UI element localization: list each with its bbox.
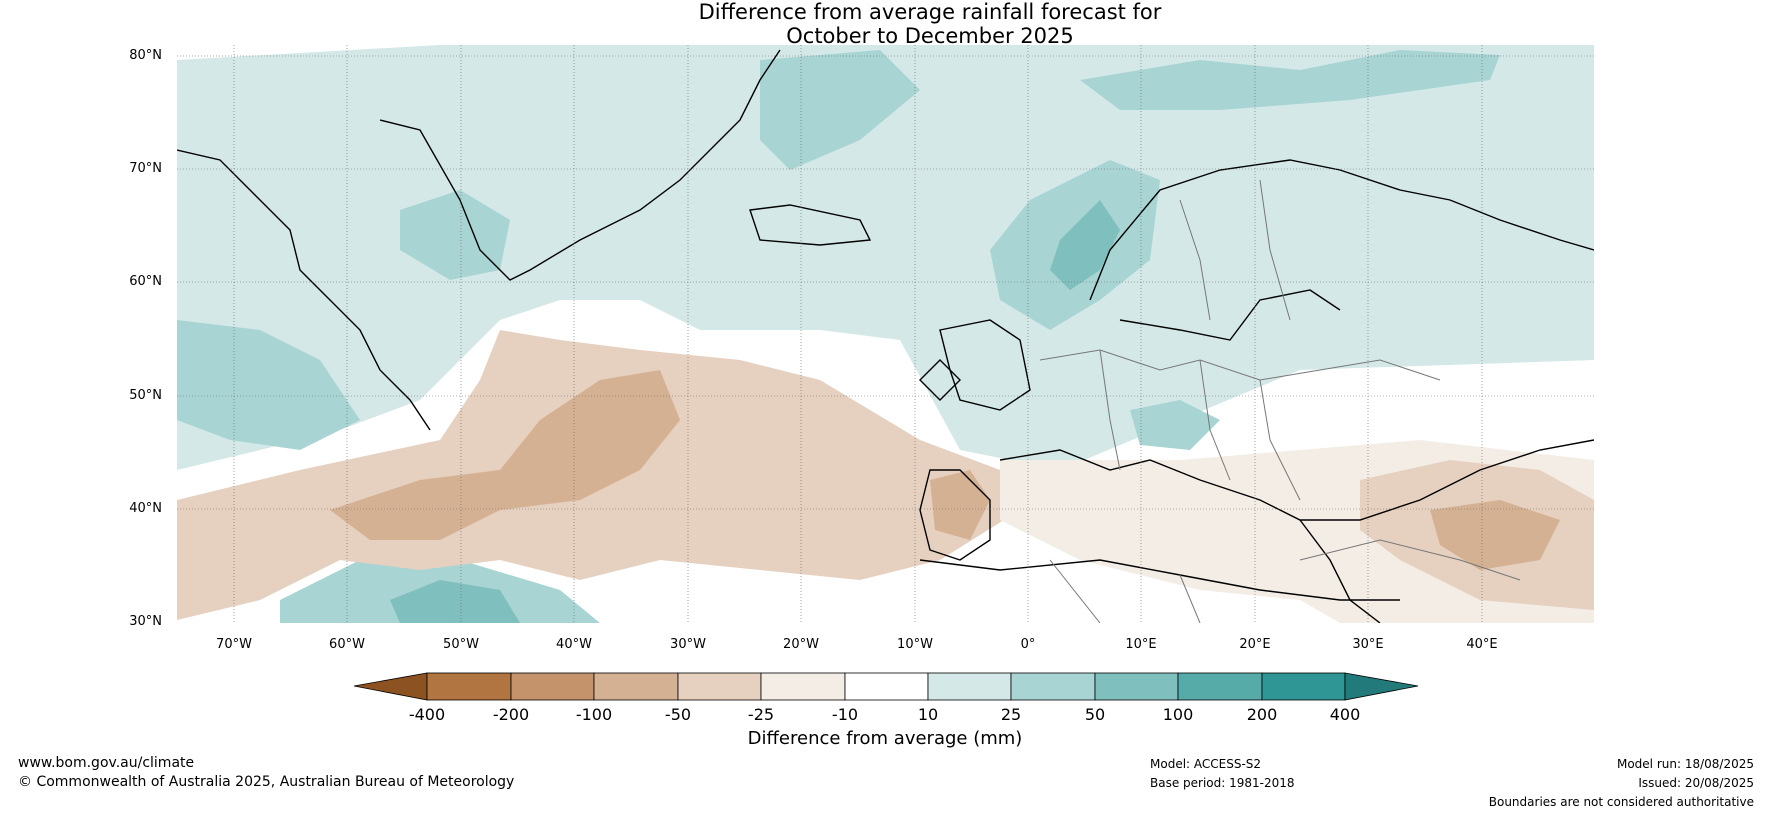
footer-model: Model: ACCESS-S2 xyxy=(1150,757,1262,771)
footer-base-period: Base period: 1981-2018 xyxy=(1150,776,1295,790)
graticule xyxy=(177,45,1594,623)
colorbar-tick-neg25: -25 xyxy=(747,705,775,724)
lon-label-10w: 10°W xyxy=(897,637,933,652)
colorbar-low-extend xyxy=(353,672,428,701)
dry-region-atlantic-core xyxy=(330,370,680,540)
lon-label-60w: 60°W xyxy=(329,637,365,652)
wet-region-subtropics-core xyxy=(390,580,520,623)
lon-label-40e: 40°E xyxy=(1466,637,1498,652)
colorbar-tick-25: 25 xyxy=(1000,705,1022,724)
wet-region-alps xyxy=(1130,400,1220,450)
coastlines xyxy=(177,49,1594,623)
colorbar-bin-6 xyxy=(844,672,929,701)
lon-label-20w: 20°W xyxy=(783,637,819,652)
lon-label-50w: 50°W xyxy=(443,637,479,652)
colorbar-bin-10 xyxy=(1177,672,1263,701)
colorbar-tick-100: 100 xyxy=(1162,705,1194,724)
footer-model-run: Model run: 18/08/2025 xyxy=(1616,757,1754,771)
colorbar-bin-1 xyxy=(426,672,512,701)
dry-region-turkey-core xyxy=(1430,500,1560,570)
lon-label-30w: 30°W xyxy=(670,637,706,652)
colorbar-tick-neg50: -50 xyxy=(664,705,692,724)
wet-region-norway-core xyxy=(1050,200,1120,290)
colorbar-tick-neg10: -10 xyxy=(831,705,859,724)
colorbar xyxy=(353,672,1419,701)
map-title-line1: Difference from average rainfall forecas… xyxy=(698,0,1162,24)
colorbar-bin-7 xyxy=(927,672,1012,701)
lon-label-30e: 30°E xyxy=(1352,637,1384,652)
colorbar-bin-5 xyxy=(760,672,846,701)
lat-label-50n: 50°N xyxy=(129,388,162,403)
wet-region-north-atlantic xyxy=(177,45,1594,470)
colorbar-tick-neg200: -200 xyxy=(492,705,530,724)
rainfall-anomaly-layer xyxy=(177,45,1594,623)
colorbar-tick-400: 400 xyxy=(1329,705,1361,724)
lon-label-40w: 40°W xyxy=(556,637,592,652)
lat-label-80n: 80°N xyxy=(129,48,162,63)
colorbar-tick-10: 10 xyxy=(917,705,939,724)
wet-region-greenland-south xyxy=(400,190,510,280)
lat-label-70n: 70°N xyxy=(129,161,162,176)
footer-disclaimer: Boundaries are not considered authoritat… xyxy=(1488,795,1754,809)
country-borders xyxy=(1039,179,1521,623)
wet-region-labrador xyxy=(177,320,360,450)
footer-url[interactable]: www.bom.gov.au/climate xyxy=(18,755,195,771)
colorbar-bin-11 xyxy=(1261,672,1346,701)
footer-copyright: © Commonwealth of Australia 2025, Austra… xyxy=(18,774,515,790)
lon-label-0: 0° xyxy=(1020,637,1036,652)
colorbar-tick-neg400: -400 xyxy=(408,705,446,724)
wet-region-scandinavia-north xyxy=(1080,50,1500,110)
colorbar-title: Difference from average (mm) xyxy=(747,728,1023,749)
colorbar-bin-4 xyxy=(677,672,762,701)
map-title: Difference from average rainfall forecas… xyxy=(0,0,1770,48)
lon-label-10e: 10°E xyxy=(1125,637,1157,652)
colorbar-bin-2 xyxy=(510,672,595,701)
colorbar-tick-neg100: -100 xyxy=(575,705,613,724)
lon-label-70w: 70°W xyxy=(216,637,252,652)
colorbar-high-extend xyxy=(1344,672,1419,701)
map-title-line2: October to December 2025 xyxy=(786,24,1074,48)
wet-region-greenland-east xyxy=(760,50,920,170)
lat-label-30n: 30°N xyxy=(129,614,162,629)
colorbar-bin-9 xyxy=(1094,672,1179,701)
lat-label-60n: 60°N xyxy=(129,274,162,289)
lon-label-20e: 20°E xyxy=(1239,637,1271,652)
colorbar-tick-50: 50 xyxy=(1084,705,1106,724)
lat-label-40n: 40°N xyxy=(129,501,162,516)
colorbar-bin-3 xyxy=(593,672,679,701)
footer-issued: Issued: 20/08/2025 xyxy=(1638,776,1754,790)
colorbar-bin-8 xyxy=(1010,672,1096,701)
colorbar-tick-200: 200 xyxy=(1246,705,1278,724)
dry-region-iberia xyxy=(930,470,990,540)
